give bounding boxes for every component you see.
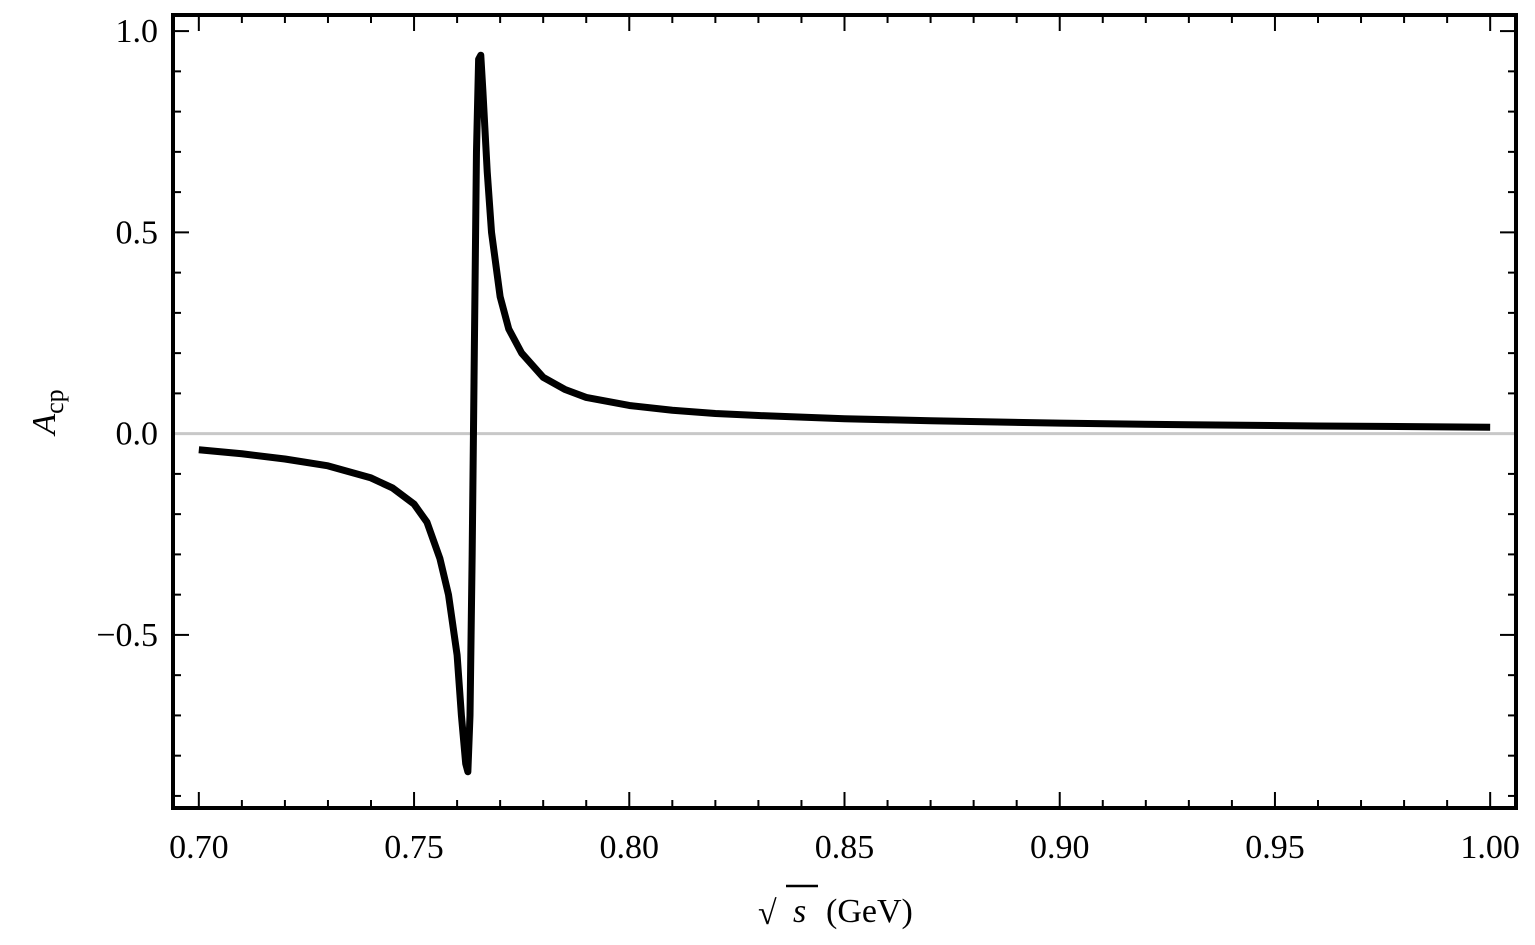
x-tick-label: 1.00 xyxy=(1460,829,1520,866)
x-axis-label: √ s (GeV) xyxy=(758,884,913,932)
x-tick-label: 0.80 xyxy=(600,829,660,866)
y-axis-label-sub: cp xyxy=(40,389,69,414)
x-tick-labels: 0.70 0.75 0.80 0.85 0.90 0.95 1.00 xyxy=(169,829,1520,866)
y-tick-label: 0.0 xyxy=(116,416,159,453)
y-axis-label: Acp xyxy=(26,389,69,436)
x-tick-label: 0.95 xyxy=(1245,829,1305,866)
x-axis-radicand: s xyxy=(793,893,806,930)
y-tick-label: 0.5 xyxy=(116,214,159,251)
svg-text:Acp: Acp xyxy=(26,389,69,436)
x-tick-label: 0.90 xyxy=(1030,829,1090,866)
y-tick-labels: −0.5 0.0 0.5 1.0 xyxy=(96,13,158,654)
y-tick-label: 1.0 xyxy=(116,13,159,50)
plot-frame xyxy=(171,13,1518,810)
y-axis-label-main: A xyxy=(26,414,63,437)
minor-ticks xyxy=(173,15,1516,808)
x-axis-unit: (GeV) xyxy=(826,893,913,930)
x-tick-label: 0.85 xyxy=(815,829,875,866)
y-tick-label: −0.5 xyxy=(96,617,158,654)
series-line xyxy=(198,51,1491,776)
x-tick-label: 0.75 xyxy=(384,829,444,866)
sqrt-symbol: √ xyxy=(758,895,777,932)
x-tick-label: 0.70 xyxy=(169,829,229,866)
major-ticks xyxy=(173,15,1516,808)
